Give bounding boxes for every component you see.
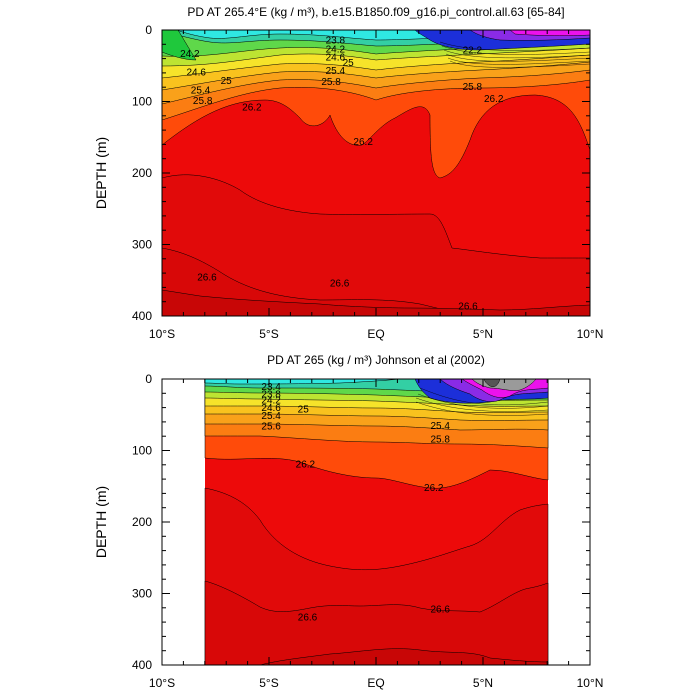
contour-label: 25.4 xyxy=(261,411,281,422)
contour-label: 25.4 xyxy=(191,85,211,96)
p2-front-lines xyxy=(415,387,549,416)
p1-front-lines xyxy=(439,41,590,68)
contour-label: 25 xyxy=(343,58,355,69)
y-tick-label: 0 xyxy=(145,23,152,37)
x-tick-label: EQ xyxy=(367,327,384,341)
p2-band-front-darkgrey xyxy=(483,379,501,387)
contour-label: 24.6 xyxy=(187,67,207,78)
contour-label: 26.2 xyxy=(424,483,444,494)
p2-band-top xyxy=(204,379,401,385)
contour-label: 26.6 xyxy=(298,612,318,623)
contour-label: 26.2 xyxy=(296,459,316,470)
panel-2-x-axis: 10°S 5°S EQ 5°N 10°N xyxy=(149,379,603,690)
x-tick-label: 5°N xyxy=(473,327,493,341)
p1-band-left-surface xyxy=(162,30,197,61)
p1-band-26-6-upper xyxy=(162,174,590,316)
contour-label: 26.6 xyxy=(330,278,350,289)
panel-1-x-axis: 10°S 5°S EQ 5°N 10°N xyxy=(149,30,603,341)
x-tick-label: 5°N xyxy=(473,676,493,690)
x-tick-label: 10°N xyxy=(577,676,604,690)
contour-label: 24.6 xyxy=(326,52,346,63)
x-tick-label: 5°S xyxy=(259,676,278,690)
x-tick-label: 5°S xyxy=(259,327,278,341)
y-tick-label: 100 xyxy=(132,95,152,109)
contour-label: 26.2 xyxy=(242,103,262,114)
contour-label: 22.2 xyxy=(463,45,483,56)
contour-label: 25 xyxy=(298,404,310,415)
panel-2-observations: PD AT 265 (kg / m³) Johnson et al (2002) xyxy=(93,353,603,690)
panel-1-contour-fill xyxy=(162,30,590,316)
contour-label: 25.4 xyxy=(326,66,346,77)
y-tick-label: 300 xyxy=(132,238,152,252)
x-tick-label: 10°S xyxy=(149,327,175,341)
panel-1-title: PD AT 265.4°E (kg / m³), b.e15.B1850.f09… xyxy=(187,5,564,19)
p2-band-26-6-deep xyxy=(205,648,549,665)
panel-2-contour-fill xyxy=(204,379,549,665)
panel-1-y-label: DEPTH (m) xyxy=(93,137,109,209)
contour-label: 25 xyxy=(221,76,233,87)
panel-1-model: PD AT 265.4°E (kg / m³), b.e15.B1850.f09… xyxy=(93,5,603,341)
y-tick-label: 300 xyxy=(132,587,152,601)
contour-label: 23.8 xyxy=(261,389,281,400)
contour-label: 26.2 xyxy=(353,137,373,148)
x-tick-label: 10°N xyxy=(577,327,604,341)
contour-label: 26.6 xyxy=(430,605,450,616)
x-tick-label: EQ xyxy=(367,676,384,690)
contour-label: 25.8 xyxy=(193,96,213,107)
contour-label: 24.2 xyxy=(261,396,281,407)
panel-2-y-axis: 0 100 200 300 400 xyxy=(132,372,590,672)
contour-label: 24.2 xyxy=(326,45,346,56)
contour-label: 26.2 xyxy=(484,94,504,105)
contour-label: 25.8 xyxy=(463,82,483,93)
y-tick-label: 200 xyxy=(132,515,152,529)
contour-label: 25.6 xyxy=(261,421,281,432)
p2-band-26-6-mid xyxy=(204,580,549,665)
panel-1-contour-labels: 23.824.224.62525.425.824.224.62525.425.8… xyxy=(180,35,504,312)
x-tick-label: 10°S xyxy=(149,676,175,690)
contour-label: 26.6 xyxy=(458,301,478,312)
y-tick-label: 100 xyxy=(132,444,152,458)
y-tick-label: 200 xyxy=(132,166,152,180)
contour-label: 25.8 xyxy=(430,434,450,445)
y-tick-label: 400 xyxy=(132,309,152,323)
contour-label: 25.8 xyxy=(321,77,341,88)
contour-label: 26.6 xyxy=(197,273,217,284)
contour-label: 23.4 xyxy=(261,382,281,393)
contour-label: 24.2 xyxy=(180,49,200,60)
contour-label: 25.4 xyxy=(430,421,450,432)
y-tick-label: 400 xyxy=(132,658,152,672)
contour-label: 24.6 xyxy=(261,403,281,414)
panel-1-y-axis: 0 100 200 300 400 xyxy=(132,23,590,323)
panel-2-y-label: DEPTH (m) xyxy=(93,486,109,558)
y-tick-label: 0 xyxy=(145,372,152,386)
contour-label: 23.8 xyxy=(326,35,346,46)
panel-2-title: PD AT 265 (kg / m³) Johnson et al (2002) xyxy=(267,353,485,367)
